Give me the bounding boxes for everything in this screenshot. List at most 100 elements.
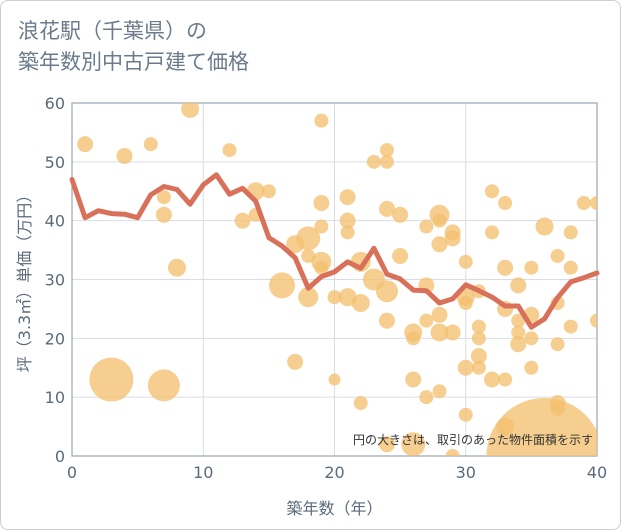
bubble-point <box>419 390 434 405</box>
bubble-point <box>498 196 513 211</box>
bubble-point <box>314 113 329 128</box>
plot-area-border <box>71 102 598 457</box>
bubble-point <box>535 217 554 236</box>
bubble-point <box>471 319 486 334</box>
bubble-point <box>432 384 447 399</box>
bubble-point <box>89 357 134 402</box>
bubble-point <box>419 219 434 234</box>
bubble-point <box>234 212 251 229</box>
x-axis-label: 築年数（年） <box>286 499 382 518</box>
y-tick-label: 50 <box>45 153 65 172</box>
bubble-point <box>576 196 591 211</box>
bubble-point <box>380 143 394 158</box>
bubble-point <box>430 323 449 342</box>
bubble-point <box>116 147 133 164</box>
bubble-point <box>550 401 565 416</box>
bubble-point <box>550 248 565 263</box>
bubble-point <box>445 449 460 456</box>
y-tick-label: 20 <box>45 329 65 348</box>
chart-title-line2: 築年数別中古戸建て価格 <box>18 50 249 74</box>
y-tick-label: 10 <box>45 388 65 407</box>
bubble-point <box>471 360 486 375</box>
bubble-point <box>590 196 597 211</box>
bubble-point <box>392 206 409 223</box>
bubble-point <box>339 212 356 229</box>
bubble-point <box>524 331 539 346</box>
bubble-point <box>327 290 342 305</box>
bubble-point <box>511 325 526 340</box>
bubble-point <box>497 259 514 276</box>
x-tick-label: 20 <box>324 463 344 482</box>
bubble-point <box>222 143 237 158</box>
bubble-point <box>405 371 422 388</box>
bubble-point <box>261 184 276 199</box>
bubble-point <box>298 287 319 308</box>
bubble-point <box>181 103 200 118</box>
bubble-point <box>563 319 578 334</box>
bubble-point <box>590 313 597 328</box>
y-axis-label: 坪（3.3㎡）単価（万円） <box>15 187 34 372</box>
bubble-point <box>486 398 597 456</box>
bubble-point <box>470 347 487 364</box>
bubble-point <box>485 184 499 199</box>
bubble-point <box>351 294 370 313</box>
bubble-point <box>550 337 565 352</box>
bubble-series <box>77 103 597 456</box>
bubble-point <box>380 154 394 169</box>
bubble-point <box>77 136 94 153</box>
bubble-point <box>510 277 527 294</box>
bubble-point <box>156 190 171 205</box>
bubble-point <box>147 369 180 402</box>
bubble-point <box>366 154 381 169</box>
bubble-point <box>458 254 473 269</box>
bubble-point <box>340 225 355 240</box>
bubble-size-note: 円の大きさは、取引のあった物件面積を示す <box>353 432 593 447</box>
y-tick-label: 0 <box>55 447 65 466</box>
bubble-point <box>563 260 578 275</box>
bubble-point <box>379 312 395 329</box>
bubble-point <box>339 189 356 206</box>
bubble-point <box>432 213 447 228</box>
average-price-line <box>69 172 600 330</box>
chart-title-line1: 浪花駅（千葉県）の <box>18 19 207 43</box>
x-tick-label: 0 <box>67 463 77 482</box>
y-tick-label: 30 <box>45 271 65 290</box>
bubble-point <box>168 258 186 277</box>
bubble-point <box>458 407 473 422</box>
x-tick-label: 10 <box>193 463 213 482</box>
bubble-point <box>143 137 158 152</box>
bubble-point <box>353 396 368 411</box>
bubble-point <box>524 360 539 375</box>
bubble-point <box>401 432 426 456</box>
bubble-point <box>392 247 409 264</box>
bubble-point <box>328 373 341 386</box>
bubble-point <box>511 313 526 328</box>
bubble-point <box>379 436 395 453</box>
bubble-point <box>313 195 330 212</box>
bubble-point <box>444 324 461 341</box>
bubble-point <box>524 260 539 275</box>
bubble-point <box>296 226 321 251</box>
bubble-point <box>457 359 474 376</box>
bubble-point <box>485 225 499 240</box>
y-tick-label: 40 <box>45 212 65 231</box>
bubble-point <box>379 200 395 217</box>
x-tick-label: 30 <box>456 463 476 482</box>
bubble-point <box>406 331 421 346</box>
bubble-point <box>269 272 295 299</box>
bubble-point <box>471 331 486 346</box>
bubble-point <box>314 219 329 234</box>
axis-ticks: 0 10 20 30 40 0 10 20 30 40 50 60 <box>45 94 608 482</box>
bubble-point <box>431 306 448 323</box>
bubble-point <box>419 313 434 328</box>
bubble-point <box>498 372 513 387</box>
bubble-point <box>444 230 461 247</box>
bubble-point <box>563 225 578 240</box>
bubble-point <box>155 206 172 223</box>
chart-title: 浪花駅（千葉県）の 築年数別中古戸建て価格 <box>18 16 249 78</box>
bubble-point <box>314 260 329 275</box>
y-tick-label: 60 <box>45 94 65 113</box>
bubble-point <box>458 296 473 311</box>
bubble-point <box>376 280 398 303</box>
bubble-point <box>287 353 304 370</box>
